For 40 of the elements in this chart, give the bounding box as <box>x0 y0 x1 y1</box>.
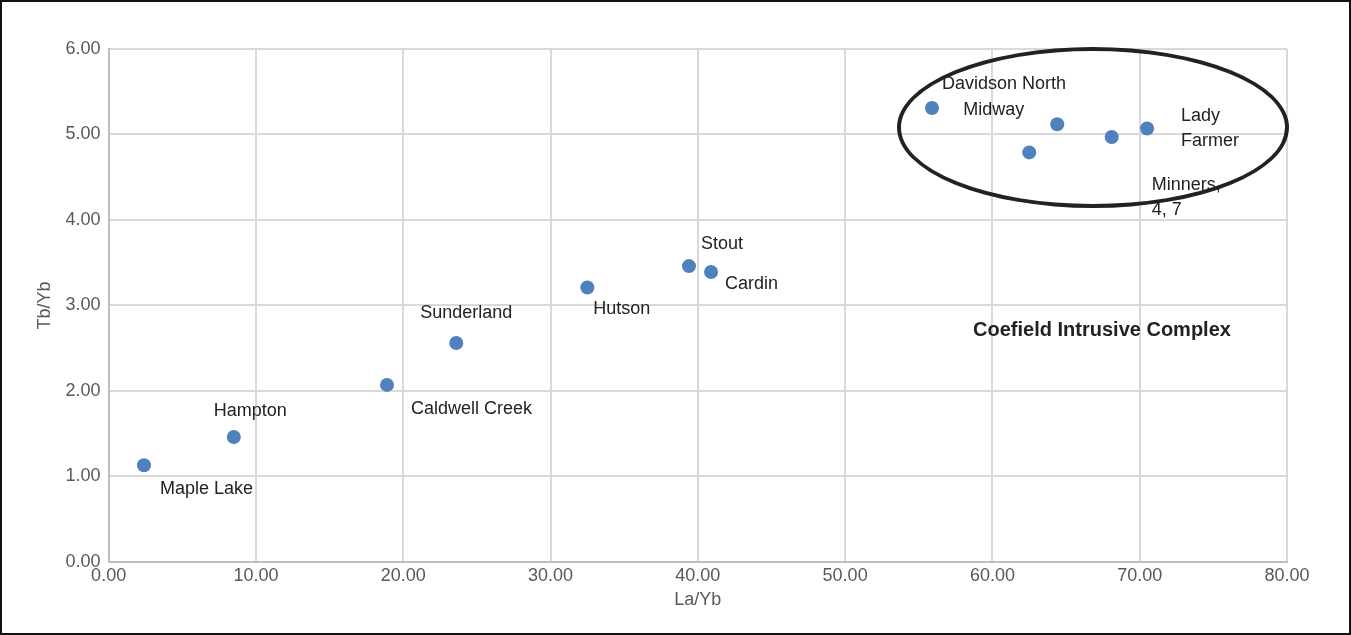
point <box>704 265 719 280</box>
x-tick-label: 40.00 <box>675 564 721 585</box>
x-tick-label: 80.00 <box>1264 564 1310 585</box>
data-label: Hutson <box>593 298 651 319</box>
data-label: Maple Lake <box>159 478 254 499</box>
data-label: Caldwell Creek <box>411 397 534 418</box>
data-label: Davidson North <box>942 72 1067 93</box>
y-tick-label: 1.00 <box>65 465 101 486</box>
point <box>136 458 151 473</box>
data-label: Minners, 4, 7 <box>1151 174 1221 219</box>
x-tick-label: 30.00 <box>528 564 574 585</box>
point <box>1140 121 1155 136</box>
y-tick-label: 2.00 <box>65 379 101 400</box>
point <box>925 100 940 115</box>
annotation: Coefield Intrusive Complex <box>973 317 1231 340</box>
point <box>1104 130 1119 145</box>
data-label: Stout <box>700 233 744 254</box>
y-tick-label: 3.00 <box>65 294 101 315</box>
data-label: Cardin <box>725 273 779 294</box>
point <box>380 377 395 392</box>
point <box>681 259 696 274</box>
x-tick-label: 70.00 <box>1117 564 1163 585</box>
data-label: Midway <box>963 99 1025 120</box>
point <box>1050 117 1065 132</box>
x-tick-label: 60.00 <box>969 564 1015 585</box>
y-tick-label: 5.00 <box>65 123 101 144</box>
y-tick-label: 4.00 <box>65 208 101 229</box>
data-label: Hampton <box>213 399 287 420</box>
point <box>226 430 241 445</box>
data-label: Lady Farmer <box>1181 105 1240 151</box>
y-axis-title: Tb/Yb <box>33 281 54 330</box>
point <box>580 280 595 295</box>
x-tick-label: 20.00 <box>380 564 426 585</box>
x-axis-title: La/Yb <box>674 589 722 610</box>
point <box>449 336 464 351</box>
data-label: Sunderland <box>420 301 513 322</box>
point <box>1022 145 1037 160</box>
x-tick-label: 10.00 <box>233 564 279 585</box>
x-tick-label: 50.00 <box>822 564 868 585</box>
y-tick-label: 6.00 <box>65 37 101 58</box>
